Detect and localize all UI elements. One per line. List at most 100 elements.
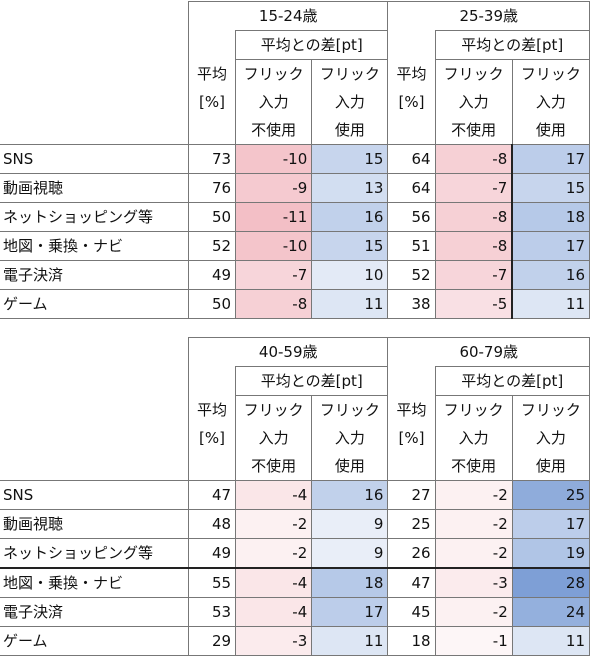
not-used-diff-cell: -8 — [434, 231, 513, 261]
not-used-header-line3: 不使用 — [235, 452, 312, 481]
used-diff-cell: 18 — [311, 567, 389, 598]
avg-value-cell: 27 — [387, 480, 436, 510]
used-diff-cell: 11 — [311, 289, 389, 319]
used-diff-cell: 9 — [311, 538, 389, 569]
used-header-line2: 入力 — [511, 424, 590, 452]
table-row: 電子決済 53 -4 17 45 -2 24 — [0, 597, 590, 627]
row-label: 地図・乗換・ナビ — [0, 231, 189, 261]
row-label: SNS — [0, 480, 189, 510]
avg-value-cell: 76 — [187, 173, 237, 203]
not-used-diff-cell: -10 — [235, 231, 313, 261]
not-used-header-line1: フリック — [235, 59, 312, 88]
table-row: ゲーム 29 -3 11 18 -1 11 — [0, 626, 590, 656]
used-diff-cell: 13 — [311, 173, 389, 203]
avg-value-cell: 38 — [387, 289, 436, 319]
table-row: 動画視聴 76 -9 13 64 -7 15 — [0, 173, 590, 203]
avg-header — [187, 30, 236, 60]
used-header-line1: フリック — [511, 59, 590, 88]
not-used-diff-cell: -10 — [235, 144, 313, 174]
not-used-diff-cell: -4 — [235, 597, 313, 627]
table-row: ネットショッピング等 49 -2 9 26 -2 19 — [0, 538, 590, 569]
table-row: ネットショッピング等 50 -11 16 56 -8 18 — [0, 202, 590, 232]
diff-header: 平均との差[pt] — [434, 366, 590, 396]
not-used-header-line1: フリック — [434, 395, 513, 424]
avg-value-cell: 64 — [387, 144, 436, 174]
used-diff-cell: 16 — [311, 202, 389, 232]
row-label: ゲーム — [0, 289, 189, 319]
table-row: ゲーム 50 -8 11 38 -5 11 — [0, 289, 590, 319]
not-used-diff-cell: -2 — [434, 480, 513, 510]
used-diff-cell: 18 — [511, 202, 590, 232]
avg-value-cell: 55 — [187, 567, 237, 598]
used-diff-cell: 16 — [311, 480, 389, 510]
used-diff-cell: 19 — [511, 538, 590, 569]
used-header-line3: 使用 — [511, 116, 590, 145]
avg-header — [387, 366, 436, 396]
not-used-diff-cell: -2 — [235, 509, 313, 539]
not-used-diff-cell: -8 — [434, 144, 513, 174]
used-diff-cell: 10 — [311, 260, 389, 290]
not-used-header-line3: 不使用 — [434, 452, 513, 481]
row-label: 動画視聴 — [0, 509, 189, 539]
used-diff-cell: 17 — [511, 144, 590, 174]
avg-header-line2: [%] — [187, 424, 236, 452]
used-diff-cell: 15 — [311, 231, 389, 261]
avg-value-cell: 47 — [187, 480, 237, 510]
avg-value-cell: 29 — [187, 626, 237, 656]
avg-value-cell: 26 — [387, 538, 436, 569]
used-diff-cell: 15 — [311, 144, 389, 174]
corner-cell — [0, 338, 188, 367]
used-diff-cell: 15 — [511, 173, 590, 203]
avg-value-cell: 47 — [387, 567, 436, 598]
avg-value-cell: 52 — [387, 260, 436, 290]
not-used-diff-cell: -1 — [434, 626, 513, 656]
used-header-line2: 入力 — [311, 88, 389, 116]
table-row: 地図・乗換・ナビ 52 -10 15 51 -8 17 — [0, 231, 590, 261]
avg-header — [387, 30, 436, 60]
not-used-diff-cell: -7 — [434, 260, 513, 290]
row-label: ゲーム — [0, 626, 189, 656]
avg-value-cell: 50 — [187, 289, 237, 319]
avg-header — [187, 366, 236, 396]
used-header-line2: 入力 — [311, 424, 389, 452]
table-row: 動画視聴 48 -2 9 25 -2 17 — [0, 509, 590, 539]
used-header-line3: 使用 — [511, 452, 590, 481]
usage-table-top: 15-24歳 25-39歳 平均との差[pt] 平均との差[pt] 平均 フリッ… — [0, 1, 590, 319]
not-used-header-line2: 入力 — [235, 424, 312, 452]
avg-value-cell: 51 — [387, 231, 436, 261]
avg-value-cell: 73 — [187, 144, 237, 174]
table-row: 地図・乗換・ナビ 55 -4 18 47 -3 28 — [0, 567, 590, 598]
not-used-header-line3: 不使用 — [434, 116, 513, 145]
row-label: ネットショッピング等 — [0, 538, 189, 569]
age-group-header: 40-59歳 — [187, 337, 389, 367]
used-header-line2: 入力 — [511, 88, 590, 116]
avg-value-cell: 25 — [387, 509, 436, 539]
not-used-header-line2: 入力 — [434, 88, 513, 116]
avg-value-cell: 64 — [387, 173, 436, 203]
not-used-header-line1: フリック — [235, 395, 312, 424]
used-diff-cell: 28 — [511, 567, 590, 598]
avg-value-cell: 52 — [187, 231, 237, 261]
not-used-diff-cell: -5 — [434, 289, 513, 319]
used-header-line3: 使用 — [311, 452, 389, 481]
not-used-diff-cell: -2 — [434, 538, 513, 569]
avg-value-cell: 18 — [387, 626, 436, 656]
not-used-diff-cell: -7 — [434, 173, 513, 203]
used-diff-cell: 25 — [511, 480, 590, 510]
used-diff-cell: 17 — [511, 509, 590, 539]
used-header-line1: フリック — [511, 395, 590, 424]
avg-header-line1: 平均 — [187, 395, 236, 424]
usage-table-bottom: 40-59歳 60-79歳 平均との差[pt] 平均との差[pt] 平均 フリッ… — [0, 337, 590, 656]
diff-header: 平均との差[pt] — [235, 366, 389, 396]
used-diff-cell: 11 — [511, 289, 590, 319]
table-row: SNS 47 -4 16 27 -2 25 — [0, 480, 590, 510]
used-diff-cell: 11 — [311, 626, 389, 656]
row-label: 動画視聴 — [0, 173, 189, 203]
not-used-diff-cell: -8 — [434, 202, 513, 232]
row-label: 電子決済 — [0, 597, 189, 627]
not-used-diff-cell: -2 — [434, 509, 513, 539]
not-used-header-line1: フリック — [434, 59, 513, 88]
not-used-diff-cell: -4 — [235, 480, 313, 510]
avg-value-cell: 49 — [187, 538, 237, 569]
age-group-header: 25-39歳 — [387, 1, 590, 31]
